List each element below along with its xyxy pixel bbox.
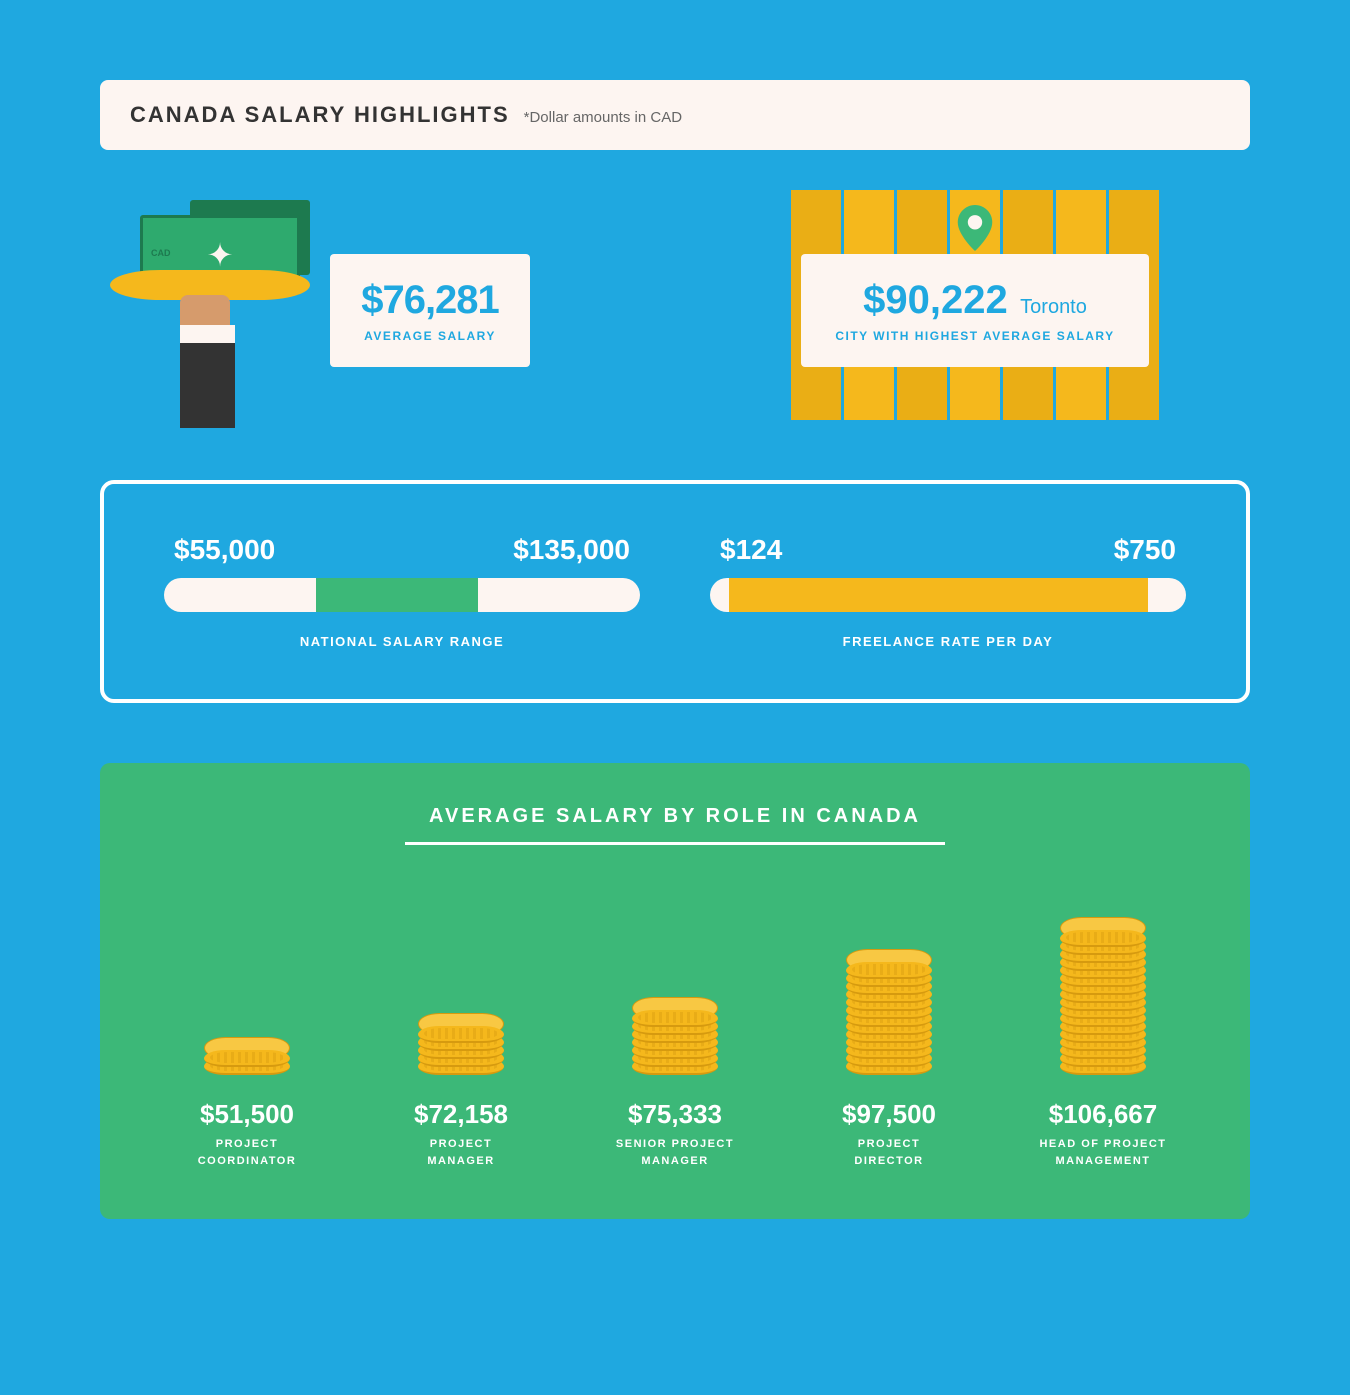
role-column: $72,158 PROJECTMANAGER — [354, 885, 568, 1169]
roles-row: $51,500 PROJECTCOORDINATOR$72,158 PROJECTM… — [140, 885, 1210, 1169]
coin-stack-icon — [996, 885, 1210, 1075]
role-label: PROJECTDIRECTOR — [782, 1136, 996, 1169]
role-value: $72,158 — [354, 1099, 568, 1130]
coin-stack-icon — [140, 885, 354, 1075]
coin-stack-icon — [782, 885, 996, 1075]
national-range-caption: NATIONAL SALARY RANGE — [164, 634, 640, 649]
freelance-high: $750 — [1114, 534, 1176, 566]
map-pin-icon — [957, 205, 993, 256]
role-label: HEAD OF PROJECTMANAGEMENT — [996, 1136, 1210, 1169]
average-salary-label: AVERAGE SALARY — [360, 329, 500, 343]
roles-panel: AVERAGE SALARY BY ROLE IN CANADA $51,500… — [100, 763, 1250, 1219]
average-salary-card: $76,281 AVERAGE SALARY — [330, 254, 530, 367]
freelance-caption: FREELANCE RATE PER DAY — [710, 634, 1186, 649]
role-column: $106,667 HEAD OF PROJECTMANAGEMENT — [996, 885, 1210, 1169]
average-salary-value: $76,281 — [360, 278, 500, 323]
coin-stack-icon — [568, 885, 782, 1075]
roles-title: AVERAGE SALARY BY ROLE IN CANADA — [405, 805, 945, 845]
role-column: $97,500 PROJECTDIRECTOR — [782, 885, 996, 1169]
top-city-name: Toronto — [1020, 296, 1087, 318]
freelance-range-block: $124 $750 FREELANCE RATE PER DAY — [710, 534, 1186, 649]
role-label: PROJECTMANAGER — [354, 1136, 568, 1169]
role-label: PROJECTCOORDINATOR — [140, 1136, 354, 1169]
national-range-bar — [164, 578, 640, 612]
hand-tray-illustration: CAD ✦ — [100, 190, 320, 430]
freelance-range-bar — [710, 578, 1186, 612]
role-value: $97,500 — [782, 1099, 996, 1130]
currency-badge: CAD — [151, 248, 171, 258]
role-label: SENIOR PROJECTMANAGER — [568, 1136, 782, 1169]
role-value: $106,667 — [996, 1099, 1210, 1130]
header-bar: CANADA SALARY HIGHLIGHTS *Dollar amounts… — [100, 80, 1250, 150]
header-note: *Dollar amounts in CAD — [524, 109, 682, 126]
role-value: $51,500 — [140, 1099, 354, 1130]
role-column: $51,500 PROJECTCOORDINATOR — [140, 885, 354, 1169]
national-range-block: $55,000 $135,000 NATIONAL SALARY RANGE — [164, 534, 640, 649]
top-city-value: $90,222 — [863, 278, 1008, 322]
infographic-canvas: CANADA SALARY HIGHLIGHTS *Dollar amounts… — [0, 0, 1350, 1395]
header-title: CANADA SALARY HIGHLIGHTS — [130, 102, 510, 128]
maple-leaf-icon: ✦ — [207, 236, 234, 274]
top-stats-row: CAD ✦ $76,281 AVERAGE SALARY $ — [100, 190, 1250, 430]
top-city-block: $90,222 Toronto CITY WITH HIGHEST AVERAG… — [700, 190, 1250, 430]
top-city-card: $90,222 Toronto CITY WITH HIGHEST AVERAG… — [801, 254, 1148, 367]
role-column: $75,333 SENIOR PROJECTMANAGER — [568, 885, 782, 1169]
top-city-label: CITY WITH HIGHEST AVERAGE SALARY — [835, 329, 1114, 343]
average-salary-block: CAD ✦ $76,281 AVERAGE SALARY — [100, 190, 650, 430]
freelance-low: $124 — [720, 534, 782, 566]
national-range-high: $135,000 — [513, 534, 630, 566]
ranges-panel: $55,000 $135,000 NATIONAL SALARY RANGE $… — [100, 480, 1250, 703]
coin-stack-icon — [354, 885, 568, 1075]
national-range-low: $55,000 — [174, 534, 275, 566]
role-value: $75,333 — [568, 1099, 782, 1130]
